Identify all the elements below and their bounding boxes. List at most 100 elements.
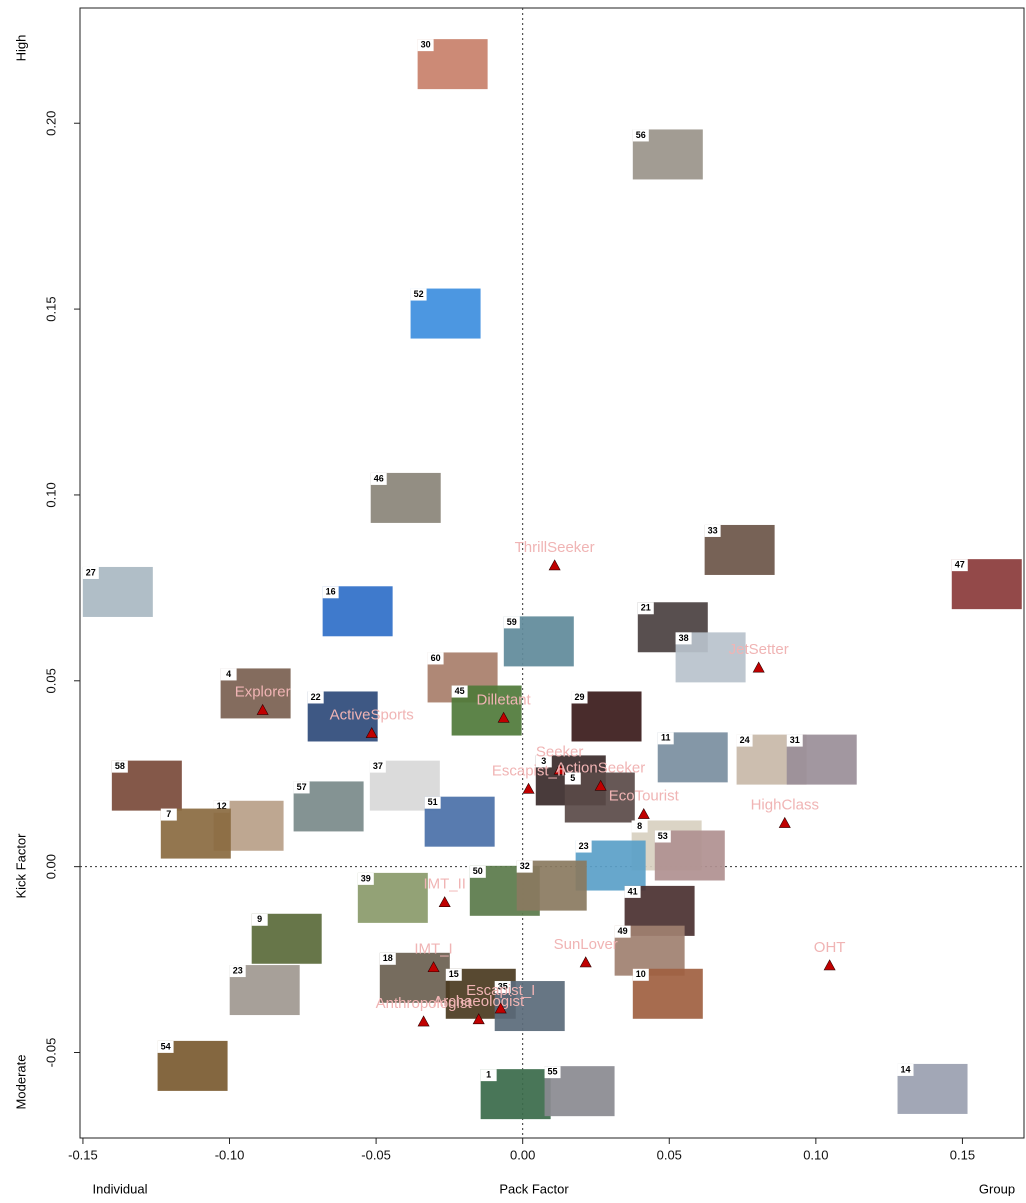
photo-number-box <box>535 755 552 768</box>
photo-number-box <box>369 760 386 773</box>
type-marker <box>579 956 592 968</box>
type-marker <box>778 816 791 828</box>
type-marker <box>522 782 535 794</box>
photo-number-box <box>251 913 268 926</box>
photo-number-box <box>675 632 692 645</box>
photo-number: 9 <box>257 914 262 924</box>
photo-number-box <box>494 981 511 994</box>
photo-number: 18 <box>383 953 393 963</box>
x-tick-label: 0.00 <box>510 1147 535 1162</box>
photo-number-box <box>704 524 721 537</box>
photo-number-box <box>637 602 654 615</box>
photo-number: 22 <box>311 692 321 702</box>
type-marker <box>594 779 607 791</box>
photo-number: 52 <box>414 289 424 299</box>
x-tick-label: -0.10 <box>215 1147 245 1162</box>
photo-number-box <box>544 1066 561 1079</box>
photo-number: 35 <box>498 981 508 991</box>
photo-number-box <box>564 772 581 785</box>
photo-number-box <box>516 860 533 873</box>
photo-number: 23 <box>233 965 243 975</box>
y-tick-label: -0.05 <box>43 1038 58 1068</box>
photo-number: 45 <box>455 686 465 696</box>
photo-number-box <box>631 820 648 833</box>
type-label: JetSetter <box>729 641 789 658</box>
photo-number-box <box>111 760 128 773</box>
type-label: Seeker <box>536 743 584 760</box>
photo-number: 54 <box>161 1041 171 1051</box>
y-tick-label: 0.00 <box>43 854 58 879</box>
type-marker <box>438 896 451 908</box>
photo-number: 27 <box>86 567 96 577</box>
type-label: Dilletant <box>477 691 532 708</box>
photo-number: 8 <box>637 821 642 831</box>
type-label: HighClass <box>751 797 819 814</box>
type-marker <box>752 661 765 673</box>
photo-number: 7 <box>166 809 171 819</box>
photo-number-box <box>451 685 468 698</box>
photo-number-box <box>469 865 486 878</box>
photo-number-box <box>503 616 520 629</box>
plot-frame <box>79 7 1025 1139</box>
photo-number-box <box>786 734 803 747</box>
photo-number-box <box>157 1040 174 1053</box>
type-marker <box>427 961 440 973</box>
photo-number-box <box>379 952 396 965</box>
photo-number: 29 <box>575 692 585 702</box>
type-marker <box>472 1013 485 1025</box>
photo-number: 3 <box>541 756 546 766</box>
photo-number-box <box>445 968 462 981</box>
photo-number: 60 <box>431 653 441 663</box>
photo-number: 32 <box>520 861 530 871</box>
photo-number: 57 <box>297 782 307 792</box>
type-label: ActionSeeker <box>556 759 645 776</box>
y-tick-label: 0.20 <box>43 111 58 136</box>
type-label: Explorer <box>235 684 291 701</box>
x-tick-label: 0.10 <box>803 1147 828 1162</box>
photo-number-box <box>229 965 246 978</box>
type-label: Escapist_I <box>466 982 535 999</box>
type-marker <box>256 703 269 715</box>
photo-number-box <box>632 968 649 981</box>
photo-number-box <box>897 1063 914 1076</box>
photo-number-box <box>951 559 968 572</box>
photo-number-box <box>417 39 434 52</box>
photo-number: 31 <box>790 735 800 745</box>
y-tick-label: 0.05 <box>43 668 58 693</box>
photo-number: 53 <box>658 831 668 841</box>
photo-number: 12 <box>217 801 227 811</box>
x-tick-label: -0.05 <box>361 1147 391 1162</box>
type-label: ActiveSports <box>330 707 414 724</box>
photo-number-box <box>293 781 310 794</box>
photo-number: 16 <box>326 587 336 597</box>
photo-number: 51 <box>428 797 438 807</box>
photo-number: 1 <box>486 1070 491 1080</box>
type-label: OHT <box>814 939 846 956</box>
photo-number-box <box>632 129 649 142</box>
type-label: Anthropologist <box>376 995 473 1012</box>
photo-number-box <box>614 925 631 938</box>
photo-number-box <box>480 1069 497 1082</box>
y-bottom-label: Moderate <box>13 1055 28 1110</box>
photo-number: 58 <box>115 761 125 771</box>
photo-number-box <box>307 691 324 704</box>
type-label: IMT_II <box>423 876 466 893</box>
type-marker <box>548 559 561 571</box>
type-label: ThrillSeeker <box>515 539 595 556</box>
photo-number: 41 <box>628 886 638 896</box>
photo-number-box <box>654 830 671 843</box>
x-axis-label: Pack Factor <box>499 1181 569 1196</box>
y-top-label: High <box>13 35 28 62</box>
type-marker <box>417 1015 430 1027</box>
photo-number-box <box>571 691 588 704</box>
photo-number-box <box>370 472 387 485</box>
type-marker <box>637 807 650 819</box>
photo-number: 33 <box>708 525 718 535</box>
photo-number-box <box>427 652 444 665</box>
photo-number-box <box>410 288 427 301</box>
type-marker <box>553 763 566 775</box>
y-axis-label: Kick Factor <box>13 833 28 899</box>
photo-number: 21 <box>641 603 651 613</box>
photo-number-box <box>220 668 237 681</box>
photo-number-box <box>424 796 441 809</box>
